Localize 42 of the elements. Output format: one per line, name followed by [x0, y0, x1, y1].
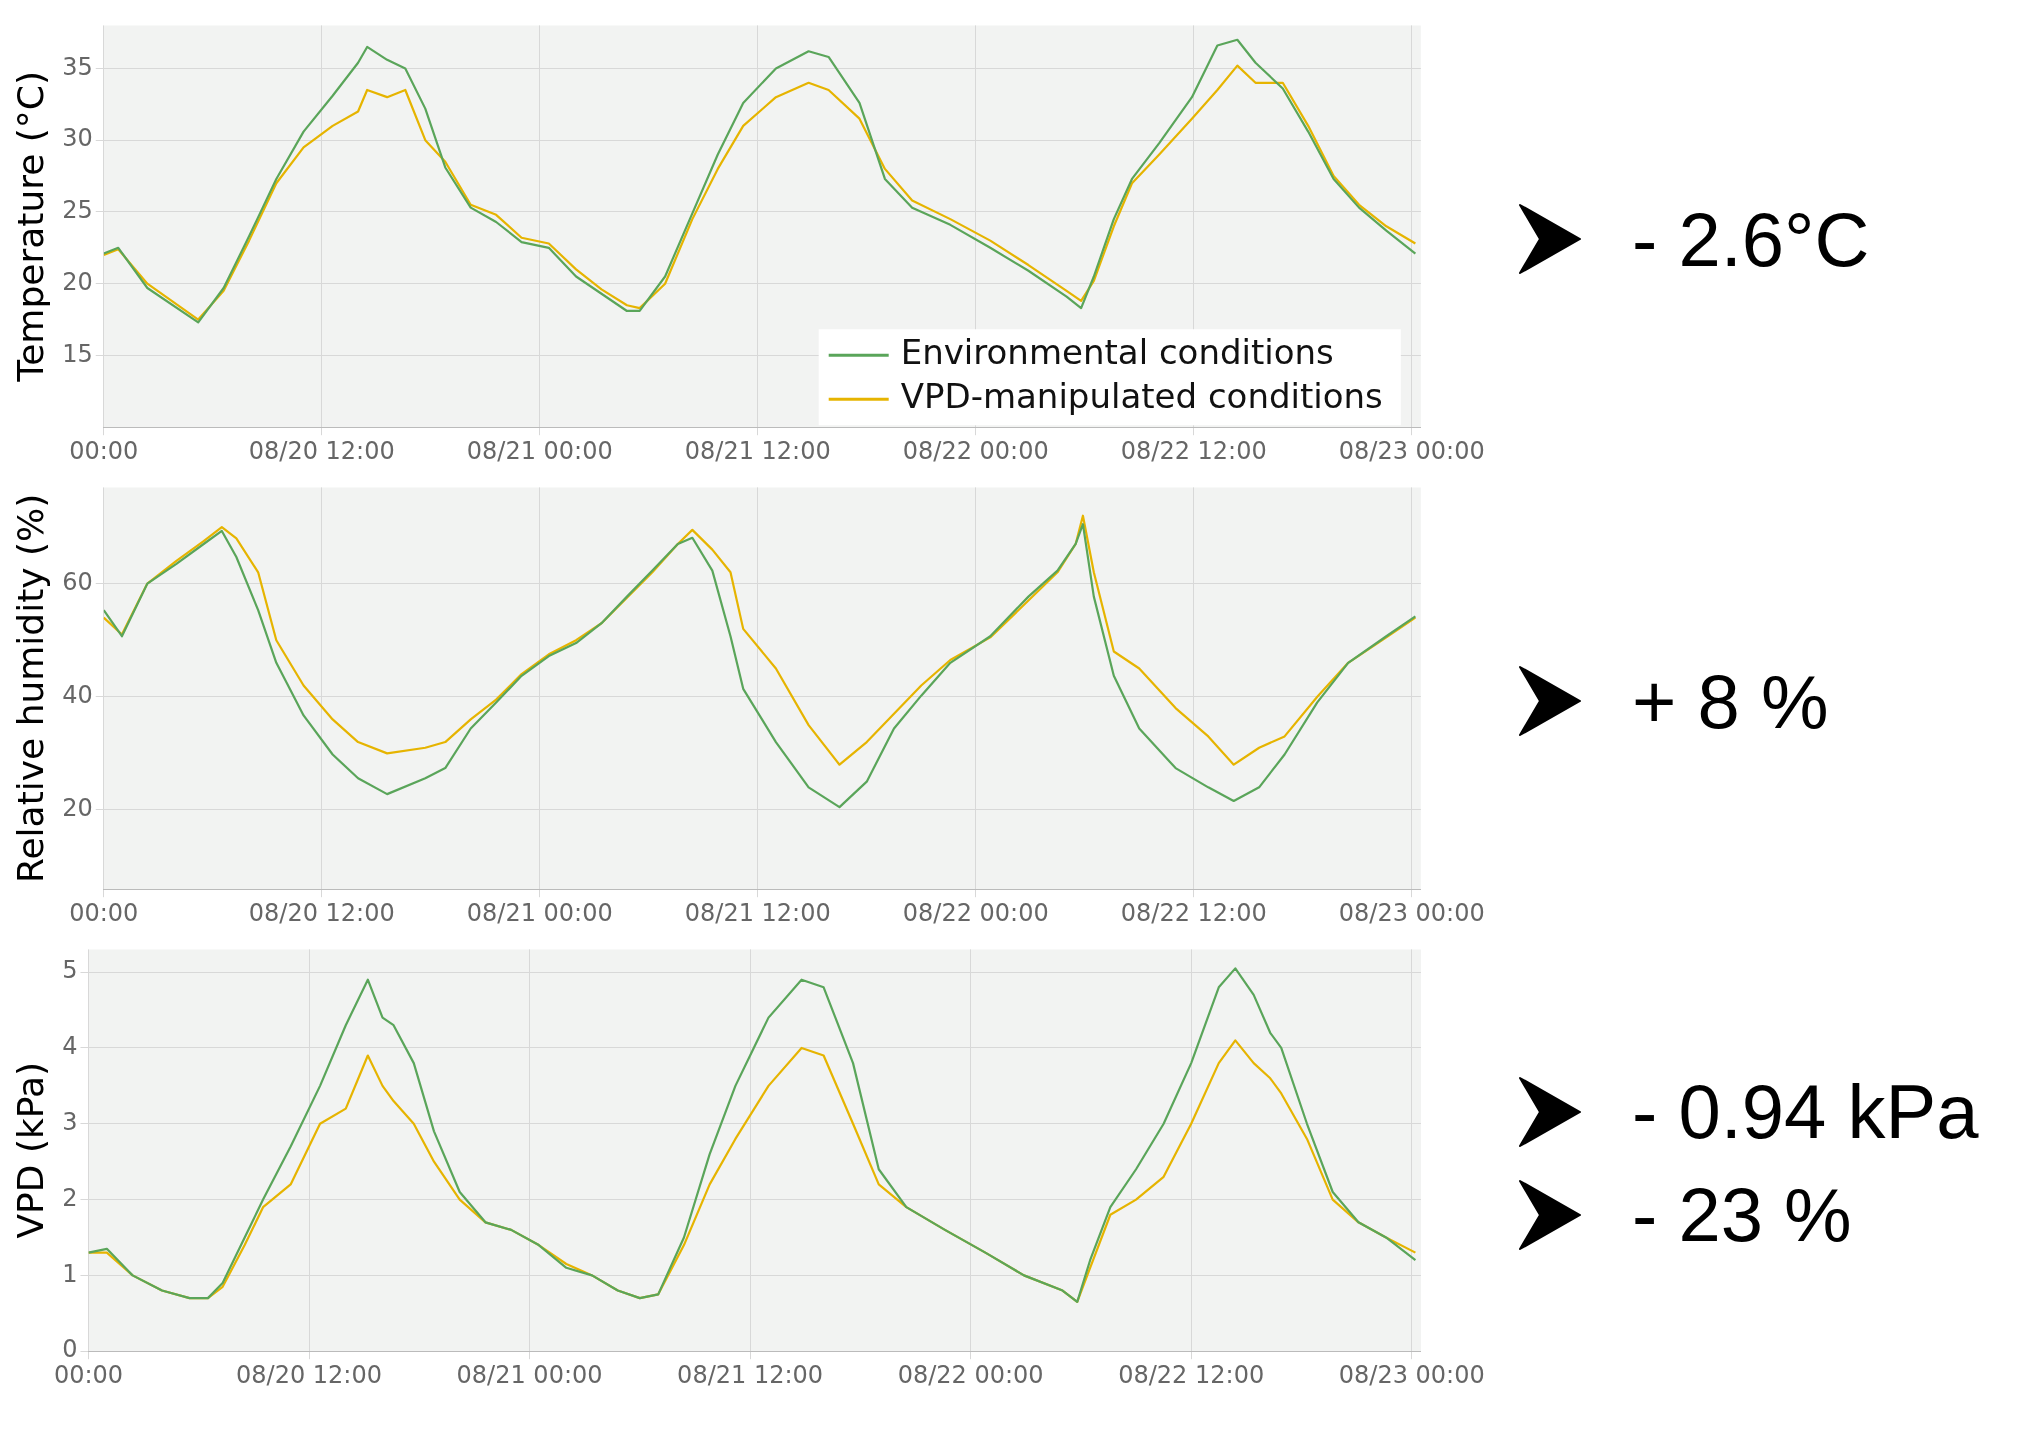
x-tick-label: 08/22 00:00 [902, 436, 1049, 465]
y-tick-label: 35 [62, 52, 93, 81]
x-tick-label: 08/22 00:00 [897, 1360, 1044, 1389]
y-tick-label: 20 [62, 267, 93, 296]
y-tick-label: 4 [62, 1032, 78, 1061]
legend-label: VPD-manipulated conditions [900, 376, 1383, 417]
x-tick-label: 00:00 [69, 436, 139, 465]
text: - 23 % [1632, 1171, 1852, 1258]
x-tick-label: 08/21 00:00 [466, 436, 613, 465]
y-tick-label: 15 [62, 339, 93, 368]
y-tick-label: 20 [62, 794, 93, 823]
x-tick-label: 08/21 00:00 [456, 1360, 603, 1389]
y-tick-label: 1 [62, 1259, 78, 1288]
y-axis-title: VPD (kPa) [9, 1062, 51, 1239]
x-tick-label: 08/21 12:00 [684, 436, 831, 465]
x-tick-label: 08/22 12:00 [1120, 898, 1267, 927]
y-tick-label: 60 [62, 567, 93, 596]
x-tick-label: 08/21 12:00 [684, 898, 831, 927]
y-tick-label: 25 [62, 196, 93, 225]
x-tick-label: 08/21 00:00 [466, 898, 613, 927]
y-axis-title: Temperature (°C) [9, 70, 51, 383]
y-tick-label: 40 [62, 681, 93, 710]
x-tick-label: 08/23 00:00 [1338, 436, 1485, 465]
legend-label: Environmental conditions [900, 332, 1334, 373]
x-tick-label: 00:00 [69, 898, 139, 927]
x-tick-label: 08/20 12:00 [248, 436, 395, 465]
x-tick-label: 08/22 12:00 [1120, 436, 1267, 465]
x-tick-label: 08/20 12:00 [248, 898, 395, 927]
text: + 8 % [1632, 657, 1829, 745]
y-tick-label: 2 [62, 1183, 78, 1212]
y-tick-label: 5 [62, 956, 78, 985]
text: - 0.94 kPa [1632, 1068, 1979, 1155]
y-axis-title: Relative humidity (%) [9, 493, 51, 883]
x-tick-label: 08/22 00:00 [902, 898, 1049, 927]
x-tick-label: 08/23 00:00 [1338, 898, 1485, 927]
x-tick-label: 08/23 00:00 [1338, 1360, 1485, 1389]
x-tick-label: 08/20 12:00 [236, 1360, 382, 1389]
text: - 2.6°C [1632, 195, 1870, 283]
x-tick-label: 08/21 12:00 [677, 1360, 824, 1389]
y-tick-label: 30 [62, 124, 93, 153]
y-tick-label: 3 [62, 1108, 78, 1136]
x-tick-label: 08/22 12:00 [1118, 1360, 1265, 1389]
